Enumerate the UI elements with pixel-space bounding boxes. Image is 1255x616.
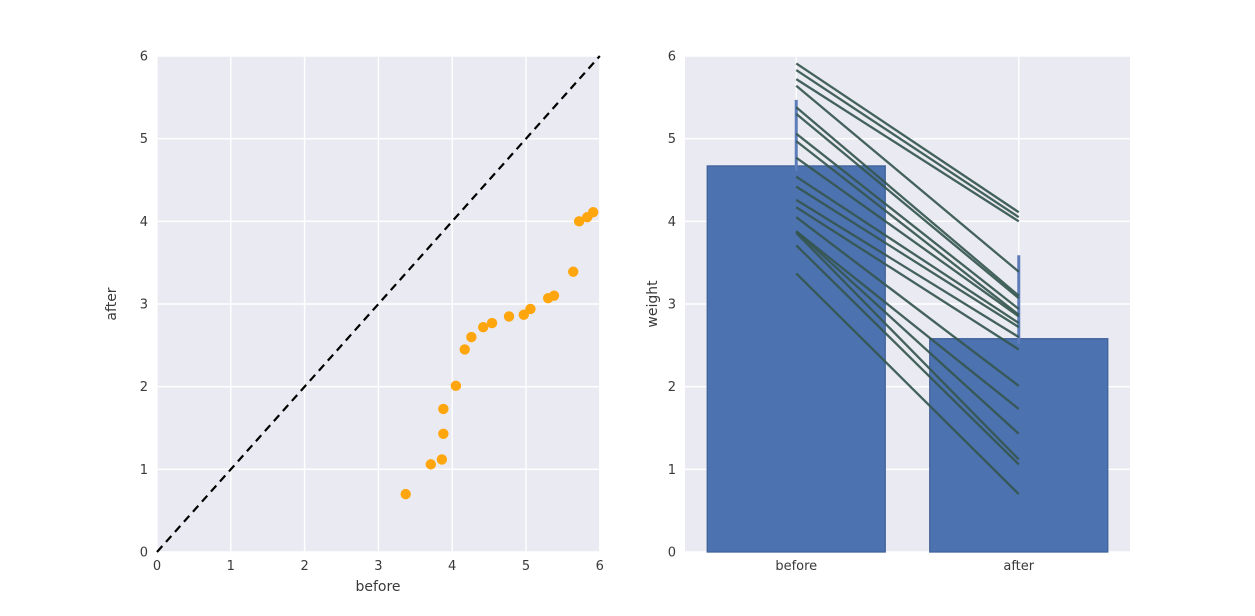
scatter-point bbox=[459, 344, 470, 355]
y-tick-label: 2 bbox=[668, 380, 676, 395]
pair-line bbox=[795, 112, 1020, 300]
y-tick-label: 5 bbox=[668, 132, 676, 147]
scatter-point bbox=[425, 459, 436, 470]
y-tick-label: 5 bbox=[140, 132, 148, 147]
pair-line bbox=[795, 84, 1020, 273]
scatter-point bbox=[587, 207, 599, 218]
pair-line bbox=[795, 62, 1020, 214]
pair-line bbox=[795, 230, 1020, 410]
pair-line bbox=[795, 140, 1020, 316]
identity-line bbox=[156, 55, 601, 553]
x-tick-label: 0 bbox=[153, 559, 161, 574]
y-tick-label: 1 bbox=[140, 463, 148, 478]
pair-line bbox=[795, 230, 1020, 435]
y-axis-label-weight: weight bbox=[645, 280, 661, 328]
y-tick-label: 0 bbox=[140, 546, 148, 561]
x-tick-label: 6 bbox=[596, 559, 604, 574]
pair-line bbox=[795, 78, 1020, 223]
scatter-point bbox=[438, 403, 449, 415]
pair-line bbox=[795, 272, 1020, 495]
scatter-point bbox=[477, 321, 489, 333]
pair-line bbox=[795, 198, 1020, 339]
y-tick-label: 3 bbox=[140, 298, 148, 313]
x-tick-label: 2 bbox=[300, 559, 308, 574]
x-tick-label: after bbox=[1003, 559, 1034, 574]
y-tick-label: 6 bbox=[668, 50, 676, 65]
x-axis-label-before: before bbox=[355, 579, 400, 595]
x-tick-label: 5 bbox=[522, 559, 530, 574]
y-axis-label-after: after bbox=[104, 287, 120, 320]
pair-line bbox=[795, 106, 1020, 297]
y-tick-label: 2 bbox=[140, 380, 148, 395]
scatter-point bbox=[568, 266, 579, 277]
y-tick-label: 4 bbox=[140, 215, 148, 230]
scatter-point bbox=[438, 428, 449, 439]
scatter-point bbox=[486, 317, 498, 329]
x-tick-label: 4 bbox=[448, 559, 456, 574]
paired-bar-plot: 0 1 2 3 4 5 6 before after bbox=[668, 50, 1130, 574]
scatter-point bbox=[450, 380, 462, 392]
pair-line bbox=[795, 175, 1020, 324]
scatter-point bbox=[400, 488, 411, 500]
pair-line bbox=[795, 132, 1020, 310]
bar-before bbox=[706, 165, 886, 553]
pair-line bbox=[795, 244, 1020, 466]
y-tick-label: 3 bbox=[668, 298, 676, 313]
y-tick-label: 1 bbox=[668, 463, 676, 478]
scatter-point bbox=[503, 311, 515, 322]
y-tick-label: 6 bbox=[140, 50, 148, 65]
y-tick-label: 4 bbox=[668, 215, 676, 230]
scatter-point bbox=[466, 331, 477, 343]
pair-line bbox=[795, 156, 1020, 318]
x-tick-label: 1 bbox=[227, 559, 235, 574]
pair-line bbox=[795, 185, 1020, 329]
scatter-point bbox=[436, 454, 448, 465]
pair-line bbox=[795, 69, 1020, 219]
scatter-point bbox=[548, 290, 560, 301]
x-tick-label: before bbox=[775, 559, 817, 574]
scatter-point bbox=[525, 303, 536, 315]
pair-line bbox=[795, 232, 1020, 461]
pair-line bbox=[795, 216, 1020, 387]
pair-line bbox=[795, 206, 1020, 351]
scatter-plot-before-after: 0 1 2 3 4 5 6 0 1 2 3 4 5 6 bbox=[140, 50, 604, 575]
y-tick-label: 0 bbox=[668, 546, 676, 561]
bar-after bbox=[929, 338, 1109, 553]
scatter-point bbox=[573, 216, 585, 227]
x-tick-label: 3 bbox=[374, 559, 382, 574]
